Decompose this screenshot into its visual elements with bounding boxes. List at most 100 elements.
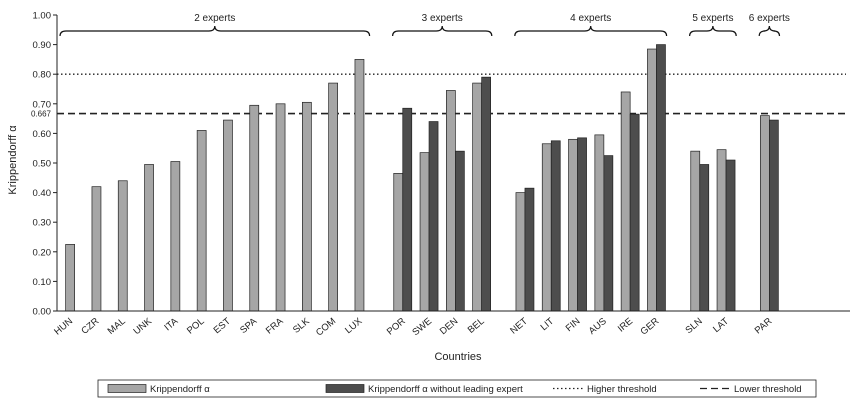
bar-alpha-slk	[302, 101, 312, 312]
legend: Krippendorff α Krippendorff α without lea…	[97, 379, 817, 398]
bar-alpha-lux	[354, 59, 365, 312]
brace-5-experts	[689, 25, 737, 37]
x-tick-label-czr: CZR	[79, 316, 101, 337]
bar-without-lit	[550, 140, 561, 312]
legend-item-without-swatch	[325, 384, 365, 393]
bar-alpha-sln	[690, 150, 701, 312]
y-tick-label: 0.30	[33, 218, 52, 229]
x-tick-label-lat: LAT	[711, 316, 731, 335]
y-tick-label: 1.00	[33, 11, 52, 22]
bar-alpha-aus	[594, 134, 605, 312]
bar-alpha-den	[446, 90, 456, 312]
bar-alpha-est	[223, 119, 233, 312]
x-tick-label-hun: HUN	[52, 316, 75, 338]
x-tick-label-ire: IRE	[616, 316, 635, 335]
x-tick-label-slk: SLK	[291, 315, 312, 335]
bar-alpha-ger	[647, 48, 657, 312]
bar-alpha-unk	[144, 164, 154, 312]
bar-alpha-mal	[117, 180, 128, 312]
bar-without-fin	[577, 137, 587, 312]
x-tick-label-fra: FRA	[264, 315, 286, 336]
bar-without-net	[524, 187, 535, 312]
x-tick-label-est: EST	[212, 316, 233, 336]
bar-without-por	[402, 107, 413, 312]
legend-item-lower-label: Lower threshold	[734, 384, 802, 395]
bar-alpha-czr	[91, 186, 102, 312]
bar-without-den	[455, 150, 465, 312]
group-label: 3 experts	[422, 13, 463, 24]
x-tick-label-par: PAR	[753, 316, 775, 337]
y-tick-label: 0.60	[33, 129, 52, 140]
bar-alpha-spa	[249, 104, 260, 312]
x-tick-label-aus: AUS	[587, 316, 609, 337]
bar-without-par	[768, 119, 779, 312]
x-tick-labels: HUN CZR MAL UNK ITA POL EST SPA FRA SLK COM LUX POR S…	[52, 315, 774, 338]
expert-group-braces: 2 experts 3 experts 4 experts 5 experts 6 ex…	[59, 13, 790, 37]
x-tick-label-sln: SLN	[683, 316, 704, 336]
bar-alpha-lit	[541, 143, 552, 312]
bar-alpha-ita	[170, 161, 181, 312]
y-tick-label: 0.00	[33, 307, 52, 318]
bar-alpha-por	[393, 173, 404, 312]
bar-alpha-fin	[568, 138, 578, 312]
x-tick-label-com: COM	[314, 316, 338, 339]
y-tick-label: 0.80	[33, 70, 52, 81]
bar-without-sln	[699, 164, 710, 312]
brace-2-experts	[59, 25, 371, 37]
x-tick-label-lit: LIT	[539, 316, 557, 333]
bar-alpha-net	[515, 192, 526, 312]
x-tick-label-lux: LUX	[343, 315, 365, 336]
bar-without-swe	[428, 121, 439, 312]
bar-alpha-lat	[716, 149, 727, 312]
bar-alpha-ire	[620, 91, 631, 312]
y-tick-label: 0.10	[33, 277, 52, 288]
bar-alpha-hun	[65, 244, 76, 312]
bars	[65, 44, 779, 312]
axes: 0.00 0.10 0.20 0.30 0.40 0.50 0.60 0.70 0.80 0.90…	[33, 11, 850, 318]
threshold-value-label: 0.667	[31, 110, 52, 119]
legend-item-alpha-swatch	[107, 384, 147, 393]
x-tick-label-fin: FIN	[564, 316, 583, 334]
legend-item-without-label: Krippendorff α without leading expert	[368, 384, 523, 395]
bar-without-ger	[656, 44, 666, 312]
bar-alpha-bel	[472, 82, 482, 312]
x-tick-label-net: NET	[508, 316, 530, 337]
brace-4-experts	[514, 25, 668, 37]
bar-alpha-com	[328, 82, 338, 312]
bar-alpha-fra	[275, 103, 286, 312]
x-axis-label: Countries	[434, 351, 482, 363]
x-tick-label-bel: BEL	[466, 316, 487, 336]
x-tick-label-unk: UNK	[132, 315, 155, 337]
y-tick-label: 0.90	[33, 40, 52, 51]
y-axis-label: Krippendorff α	[7, 125, 19, 195]
group-label: 6 experts	[749, 13, 790, 24]
x-tick-label-spa: SPA	[238, 315, 260, 336]
x-tick-label-ger: GER	[639, 316, 662, 338]
threshold-lines: 0.667	[31, 73, 846, 119]
x-tick-label-ita: ITA	[162, 315, 180, 333]
x-tick-label-den: DEN	[438, 316, 461, 337]
brace-3-experts	[392, 25, 493, 37]
x-tick-label-por: POR	[385, 316, 408, 338]
x-tick-label-swe: SWE	[410, 316, 434, 338]
brace-6-experts	[758, 25, 781, 37]
legend-item-alpha-label: Krippendorff α	[150, 384, 210, 395]
group-label: 5 experts	[692, 13, 733, 24]
bar-without-lat	[725, 159, 736, 312]
y-tick-label: 0.50	[33, 159, 52, 170]
group-label: 2 experts	[194, 13, 235, 24]
y-tick-label: 0.40	[33, 188, 52, 199]
y-tick-label: 0.70	[33, 99, 52, 110]
bar-alpha-par	[759, 115, 770, 312]
bar-alpha-pol	[196, 130, 207, 312]
bar-without-aus	[603, 155, 614, 312]
bar-alpha-swe	[419, 152, 430, 312]
x-tick-label-mal: MAL	[106, 316, 128, 337]
x-tick-label-pol: POL	[185, 316, 207, 337]
bar-without-ire	[629, 113, 640, 312]
legend-item-higher-label: Higher threshold	[587, 384, 657, 395]
legend-box	[97, 379, 817, 398]
bar-without-bel	[481, 76, 491, 312]
group-label: 4 experts	[570, 13, 611, 24]
